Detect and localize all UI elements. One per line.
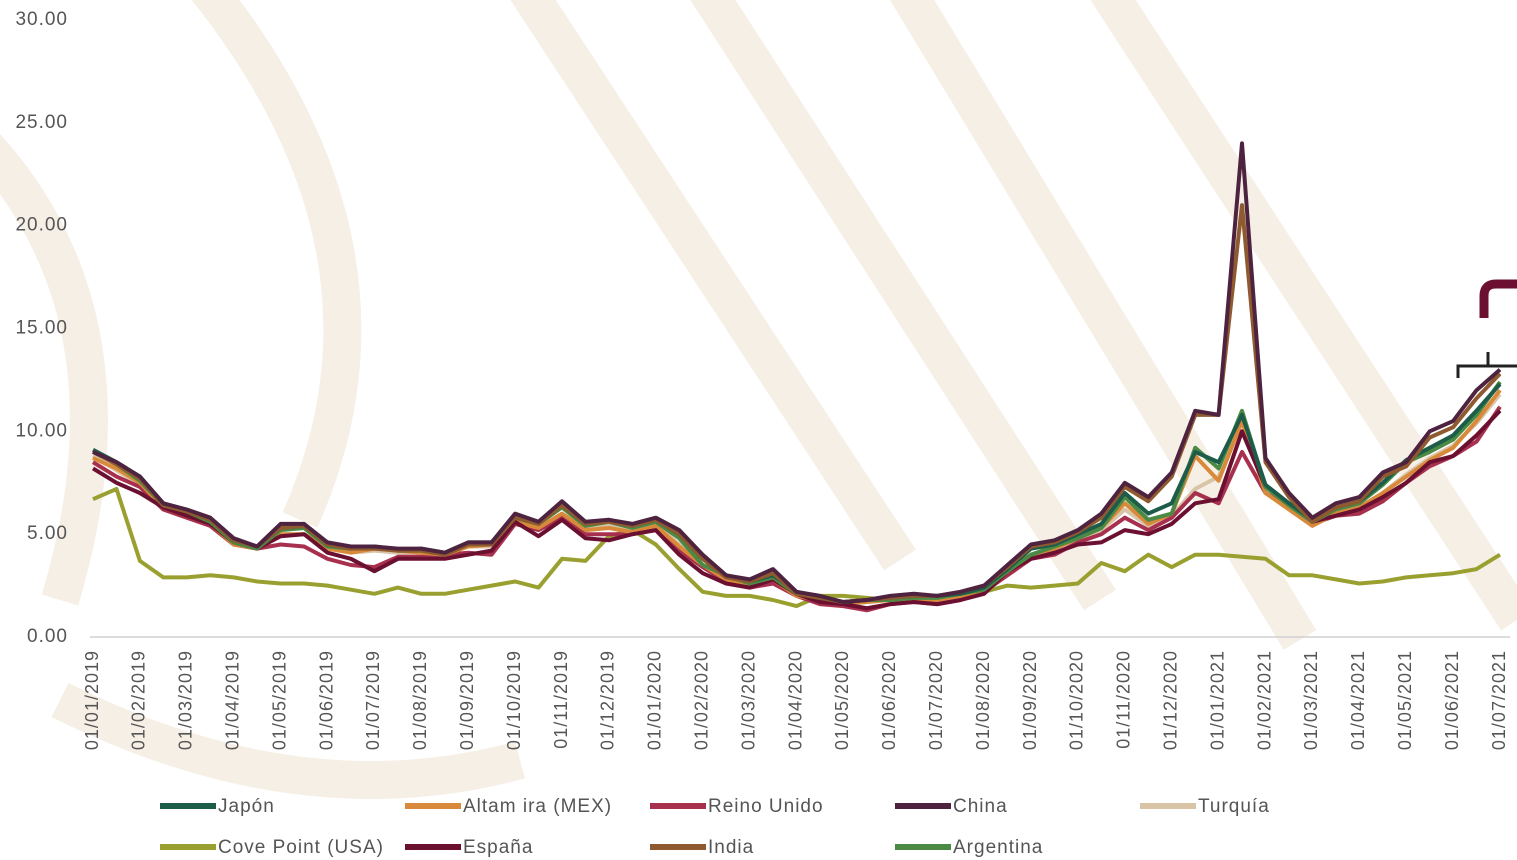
series-line xyxy=(92,486,1502,609)
y-tick-label: 25.00 xyxy=(15,112,68,133)
x-tick-label: 01/02/2021 xyxy=(1254,650,1274,750)
x-tick-label: 01/06/2021 xyxy=(1442,650,1462,750)
x-tick-label: 01/08/2020 xyxy=(973,650,993,750)
x-tick-label: 01/01/2020 xyxy=(645,650,665,750)
series-line xyxy=(92,141,1502,604)
x-tick-label: 01/04/2020 xyxy=(785,650,805,750)
legend-label: Turquía xyxy=(1198,796,1270,817)
x-tick-label: 01/12/2020 xyxy=(1160,650,1180,750)
x-tick-label: 01/03/2020 xyxy=(738,650,758,750)
legend-label: Reino Unido xyxy=(708,796,824,817)
x-tick-label: 01/03/2019 xyxy=(176,650,196,750)
x-tick-label: 01/05/2019 xyxy=(269,650,289,750)
x-tick-label: 01/09/2019 xyxy=(457,650,477,750)
x-tick-label: 01/11/2020 xyxy=(1114,650,1134,749)
y-tick-label: 10.00 xyxy=(15,420,68,441)
x-tick-label: 01/01/2019 xyxy=(82,650,102,750)
x-tick-label: 01/05/2020 xyxy=(832,650,852,750)
legend-label: China xyxy=(953,796,1008,817)
x-tick-label: 01/02/2019 xyxy=(129,650,149,750)
x-tick-label: 01/03/2021 xyxy=(1301,650,1321,750)
x-tick-label: 01/07/2020 xyxy=(926,650,946,750)
legend-label: India xyxy=(708,837,754,858)
y-tick-label: 15.00 xyxy=(15,318,68,339)
x-tick-label: 01/12/2019 xyxy=(598,650,618,750)
legend-label: España xyxy=(463,837,533,858)
x-tick-label: 01/07/2021 xyxy=(1489,650,1509,750)
x-tick-label: 01/06/2019 xyxy=(316,650,336,750)
x-tick-label: 01/07/2019 xyxy=(363,650,383,750)
x-tick-label: 01/01/2021 xyxy=(1207,650,1227,750)
x-tick-label: 01/04/2021 xyxy=(1348,650,1368,750)
x-tick-label: 01/05/2021 xyxy=(1395,650,1415,750)
legend-label: Argentina xyxy=(953,837,1043,858)
x-tick-label: 01/10/2020 xyxy=(1067,650,1087,750)
decoration xyxy=(1456,352,1517,378)
x-tick-label: 01/11/2019 xyxy=(551,650,571,749)
x-tick-label: 01/04/2019 xyxy=(222,650,242,750)
y-tick-label: 5.00 xyxy=(27,523,68,544)
y-tick-label: 20.00 xyxy=(15,215,68,236)
background-pattern xyxy=(0,0,1517,799)
y-tick-label: 0.00 xyxy=(27,626,68,647)
legend-label: Altam ira (MEX) xyxy=(463,796,612,817)
legend-label: Cove Point (USA) xyxy=(218,837,384,858)
x-tick-label: 01/09/2020 xyxy=(1020,650,1040,750)
y-tick-label: 30.00 xyxy=(15,9,68,30)
x-tick-label: 01/06/2020 xyxy=(879,650,899,750)
x-tick-label: 01/02/2020 xyxy=(691,650,711,750)
legend-label: Japón xyxy=(218,796,275,817)
x-tick-label: 01/08/2019 xyxy=(410,650,430,750)
decoration xyxy=(1479,279,1517,318)
x-tick-label: 01/10/2019 xyxy=(504,650,524,750)
